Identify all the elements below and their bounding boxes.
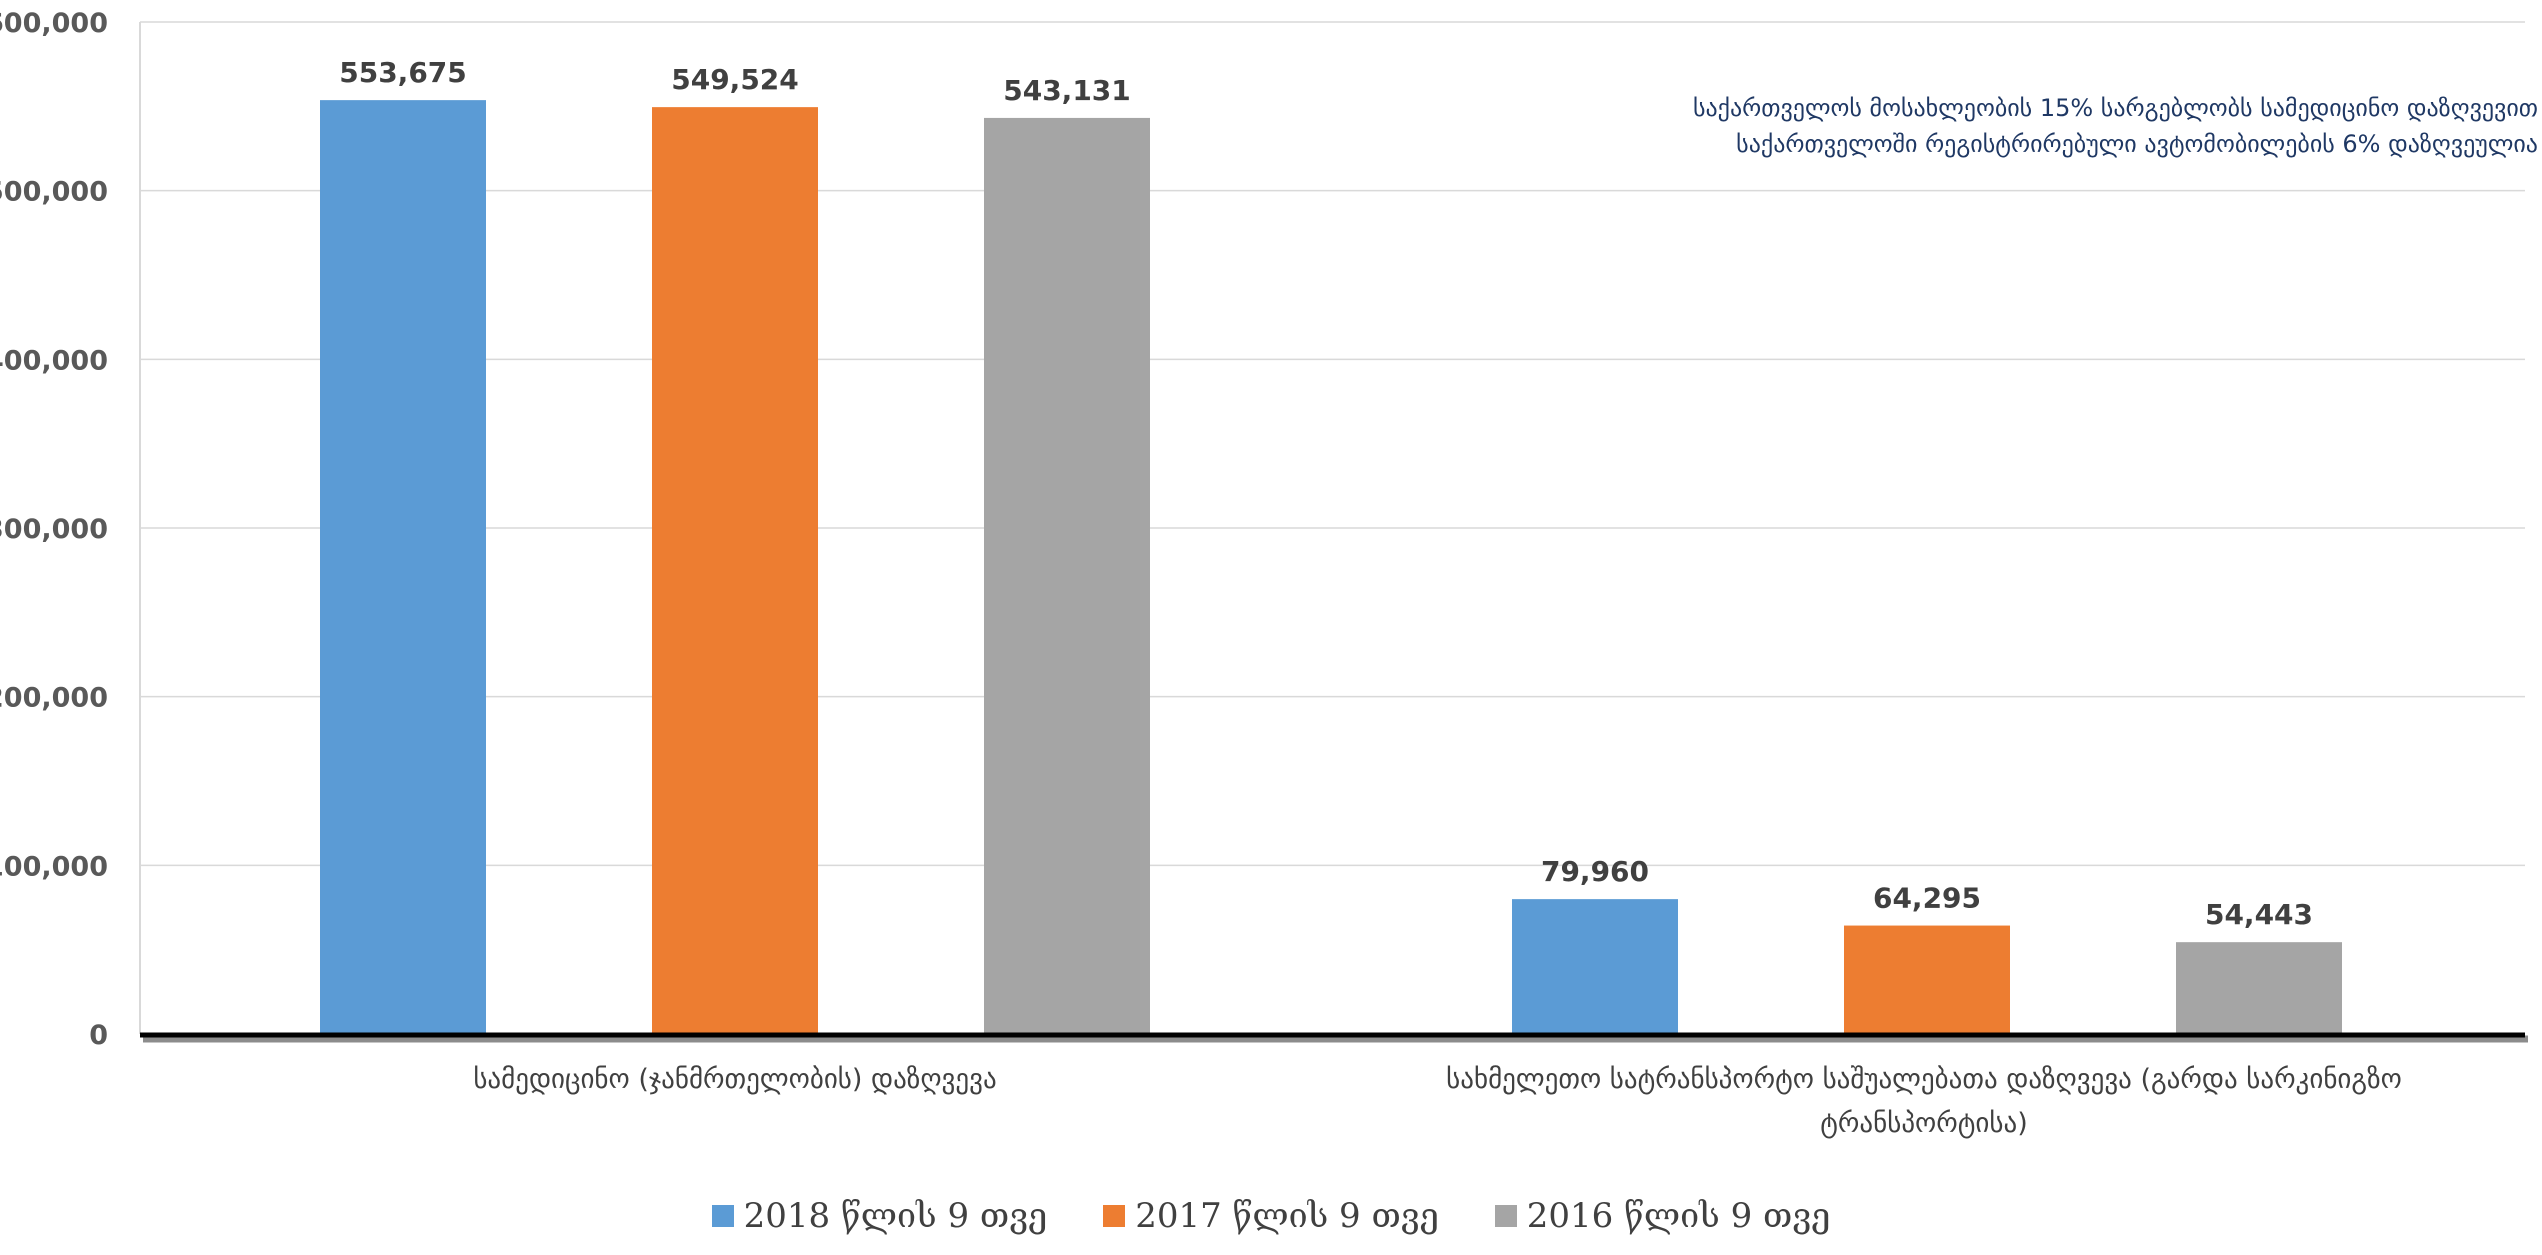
bar xyxy=(652,107,818,1035)
y-axis-ticks: 0 100,000 200,000 300,000 400,000 500,000 600,… xyxy=(0,8,108,1051)
bar xyxy=(2176,942,2342,1034)
legend-label: 2016 წლის 9 თვე xyxy=(1526,1196,1831,1236)
legend-swatch xyxy=(1494,1205,1517,1227)
bar xyxy=(984,117,1150,1034)
bar xyxy=(1844,925,2010,1034)
data-label: 553,675 xyxy=(339,56,467,89)
annotations: საქართველოს მოსახლეობის 15% სარგებლობს ს… xyxy=(1693,94,2538,158)
annotation-text: საქართველოს მოსახლეობის 15% სარგებლობს ს… xyxy=(1693,94,2538,122)
data-labels: 553,675 79,960 549,524 64,295 543,131 54,443 xyxy=(339,56,2313,931)
legend-label: 2017 წლის 9 თვე xyxy=(1135,1196,1439,1236)
y-tick-label: 0 xyxy=(89,1020,108,1051)
legend-item: 2017 წლის 9 თვე xyxy=(1103,1196,1439,1236)
category-label: სამედიცინო (ჯანმრთელობის) დაზღვევა xyxy=(473,1064,996,1095)
y-tick-label: 100,000 xyxy=(0,851,108,882)
legend-item: 2016 წლის 9 თვე xyxy=(1494,1196,1831,1236)
y-tick-label: 200,000 xyxy=(0,683,108,714)
annotation-text: საქართველოში რეგისტრირებული ავტომობილები… xyxy=(1736,130,2538,158)
y-tick-label: 500,000 xyxy=(0,177,108,208)
bar xyxy=(320,100,486,1035)
legend-item: 2018 წლის 9 თვე xyxy=(711,1196,1048,1236)
legend-swatch xyxy=(711,1205,734,1227)
x-axis xyxy=(140,1032,2528,1043)
legend: 2018 წლის 9 თვე 2017 წლის 9 თვე 2016 წლის … xyxy=(0,1196,2542,1236)
category-labels: სამედიცინო (ჯანმრთელობის) დაზღვევა სახმელ… xyxy=(473,1064,2402,1139)
gridlines xyxy=(139,21,2525,1034)
bars xyxy=(320,100,2342,1035)
y-tick-label: 400,000 xyxy=(0,345,108,376)
data-label: 549,524 xyxy=(671,63,799,96)
bar xyxy=(1512,899,1678,1034)
category-label: ტრანსპორტისა) xyxy=(1820,1108,2028,1139)
legend-swatch xyxy=(1103,1205,1126,1227)
legend-label: 2018 წლის 9 თვე xyxy=(743,1196,1048,1236)
data-label: 64,295 xyxy=(1873,882,1981,915)
data-label: 79,960 xyxy=(1541,855,1649,888)
category-label: სახმელეთო სატრანსპორტო საშუალებათა დაზღვ… xyxy=(1446,1064,2402,1095)
data-label: 54,443 xyxy=(2205,898,2313,931)
data-label: 543,131 xyxy=(1003,74,1131,107)
y-tick-label: 600,000 xyxy=(0,8,108,39)
y-tick-label: 300,000 xyxy=(0,514,108,545)
